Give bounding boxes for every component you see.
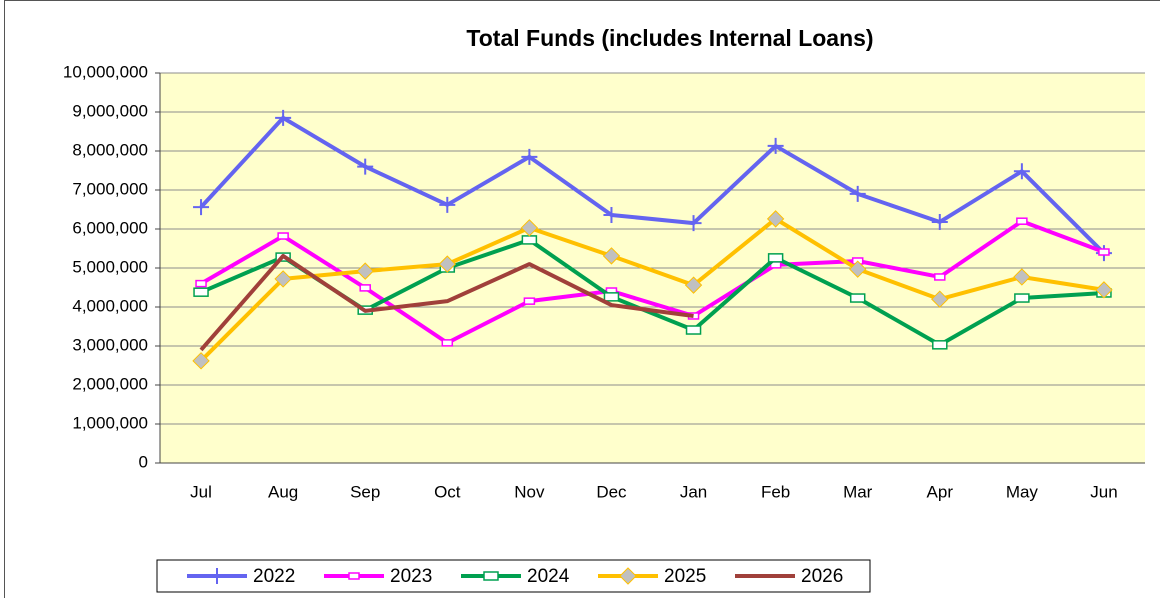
marker (209, 568, 225, 584)
marker (274, 270, 292, 288)
marker (849, 293, 866, 303)
marker (193, 199, 210, 216)
marker (483, 571, 499, 581)
marker (193, 287, 209, 297)
y-tick-label: 9,000,000 (72, 101, 148, 120)
marker (602, 247, 621, 265)
y-tick-label: 10,000,000 (63, 62, 148, 81)
y-tick-label: 4,000,000 (72, 296, 148, 315)
marker (438, 255, 456, 273)
y-tick-label: 2,000,000 (72, 374, 148, 393)
legend-label: 2024 (527, 566, 570, 587)
marker (766, 210, 785, 228)
marker (684, 276, 703, 294)
marker (849, 260, 867, 278)
y-tick-label: 7,000,000 (72, 179, 148, 198)
marker (1098, 248, 1110, 256)
x-tick-label: Jun (1090, 482, 1117, 501)
y-tick-label: 5,000,000 (72, 257, 148, 276)
marker (931, 290, 949, 308)
series-line (199, 253, 694, 352)
marker (603, 292, 620, 302)
marker (932, 340, 948, 350)
marker (521, 235, 538, 245)
series-line (200, 219, 1105, 345)
legend-label: 2022 (253, 566, 295, 587)
marker (357, 158, 374, 175)
y-tick-label: 3,000,000 (72, 335, 148, 354)
x-tick-label: May (1006, 482, 1039, 501)
marker (195, 279, 207, 288)
y-tick-label: 0 (139, 452, 148, 471)
marker (767, 253, 784, 263)
series-line (199, 115, 1106, 255)
x-tick-label: Oct (434, 482, 461, 501)
x-tick-label: Nov (514, 482, 545, 501)
marker (849, 185, 866, 202)
marker (192, 352, 210, 370)
marker (523, 297, 536, 305)
x-tick-label: Feb (761, 482, 790, 501)
x-tick-label: Apr (927, 482, 954, 501)
x-tick-label: Jul (190, 482, 212, 501)
marker (1014, 293, 1030, 303)
marker (1016, 217, 1028, 225)
marker (275, 109, 292, 126)
marker (685, 325, 702, 335)
marker (359, 284, 371, 292)
x-tick-label: Jan (680, 482, 707, 501)
marker (685, 215, 702, 232)
x-tick-label: Sep (350, 482, 380, 501)
marker (934, 273, 946, 281)
marker (441, 339, 454, 347)
y-tick-label: 6,000,000 (72, 218, 148, 237)
marker (520, 219, 539, 237)
y-tick-label: 8,000,000 (72, 140, 148, 159)
marker (1013, 268, 1031, 286)
chart-title: Total Funds (includes Internal Loans) (466, 25, 873, 51)
legend-label: 2025 (664, 566, 706, 587)
marker (931, 213, 948, 230)
x-tick-label: Aug (268, 482, 298, 501)
legend-label: 2023 (390, 566, 432, 587)
series-line (199, 216, 1105, 363)
marker (619, 567, 637, 585)
marker (1095, 281, 1113, 299)
marker (356, 262, 374, 280)
marker (348, 572, 360, 580)
marker (439, 196, 456, 213)
marker (521, 148, 538, 165)
marker (603, 206, 620, 223)
y-tick-label: 1,000,000 (72, 413, 148, 432)
marker (767, 137, 784, 154)
marker (1013, 163, 1030, 180)
x-tick-label: Dec (596, 482, 627, 501)
x-tick-label: Mar (843, 482, 873, 501)
legend-label: 2026 (801, 566, 843, 587)
marker (277, 232, 289, 240)
